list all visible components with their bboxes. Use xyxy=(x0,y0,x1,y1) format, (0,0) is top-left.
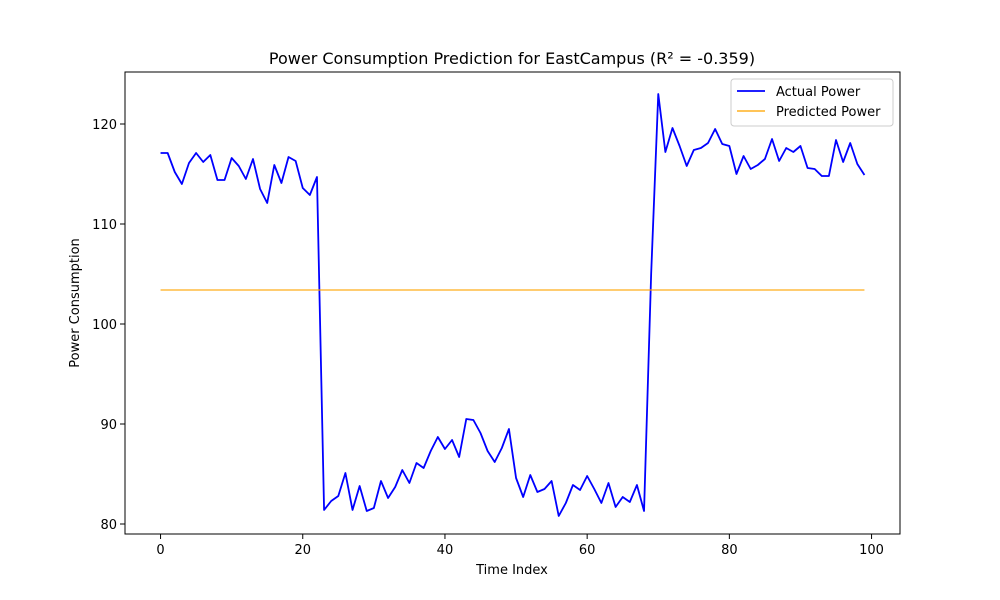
y-tick-label: 80 xyxy=(100,518,117,533)
x-axis-label: Time Index xyxy=(475,563,548,578)
x-tick-label: 0 xyxy=(156,543,164,558)
x-tick-label: 80 xyxy=(721,543,738,558)
legend: Actual Power Predicted Power xyxy=(730,78,894,127)
plot-frame xyxy=(124,71,901,535)
y-tick-label: 100 xyxy=(92,318,117,333)
x-tick-label: 100 xyxy=(859,543,884,558)
chart-title: Power Consumption Prediction for EastCam… xyxy=(269,49,755,68)
x-tick-label: 20 xyxy=(294,543,311,558)
series-line-actual-power xyxy=(160,93,866,517)
x-axis-ticks: 0 20 40 60 80 100 xyxy=(156,534,884,558)
y-tick-label: 90 xyxy=(100,418,117,433)
y-tick-label: 110 xyxy=(92,218,117,233)
x-tick-label: 40 xyxy=(437,543,454,558)
x-tick-label: 60 xyxy=(579,543,596,558)
legend-box xyxy=(730,78,894,127)
y-axis-label: Power Consumption xyxy=(68,238,83,368)
plot-area xyxy=(160,93,866,517)
legend-label-actual-power: Actual Power xyxy=(776,85,861,100)
legend-label-predicted-power: Predicted Power xyxy=(776,105,881,120)
y-tick-label: 120 xyxy=(92,118,117,133)
y-axis-ticks: 80 90 100 110 120 xyxy=(92,118,125,533)
